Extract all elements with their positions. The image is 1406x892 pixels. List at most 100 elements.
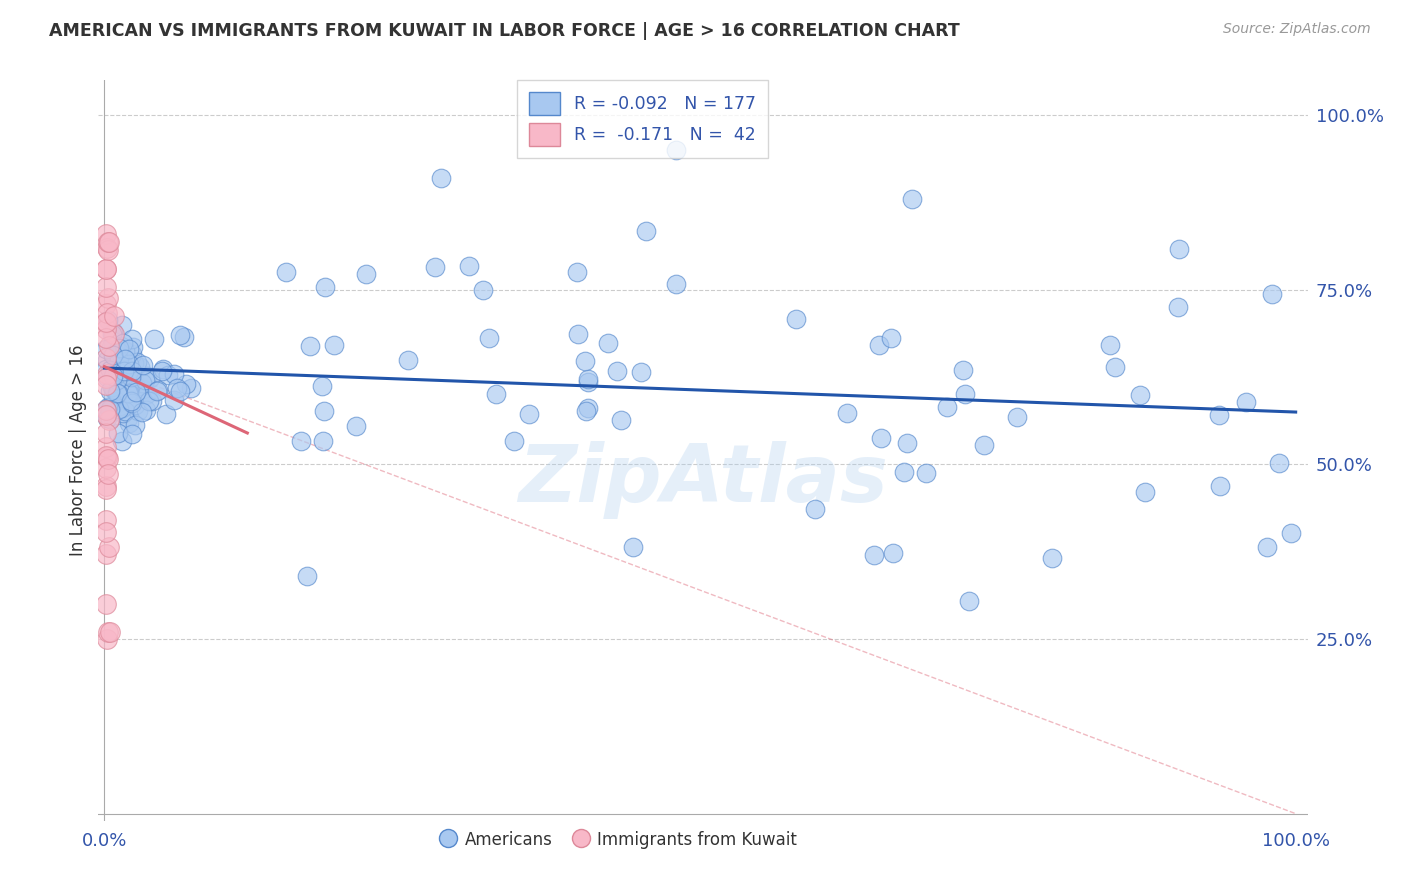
Point (896, 436, 918, 450)
Point (936, 400, 959, 414)
Point (1129, 388, 1152, 402)
Point (104, 368, 127, 382)
Point (96, 306, 118, 320)
Point (108, 376, 131, 391)
Point (311, 379, 333, 393)
Point (96, 313, 118, 327)
Point (111, 318, 134, 332)
Point (132, 358, 155, 372)
Point (96, 450, 118, 464)
Point (576, 401, 599, 415)
Point (471, 284, 494, 298)
Point (98, 540, 121, 554)
Point (121, 393, 143, 408)
Point (94, 378, 117, 392)
Point (107, 401, 129, 416)
Point (94, 597, 117, 611)
Point (138, 394, 160, 409)
Point (101, 348, 124, 362)
Point (94, 322, 117, 336)
Point (485, 387, 508, 401)
Point (314, 279, 336, 293)
Point (97, 401, 120, 415)
Point (96, 632, 118, 646)
Text: ZipAtlas: ZipAtlas (517, 441, 889, 519)
Point (297, 568, 319, 582)
Point (869, 430, 891, 444)
Point (98, 402, 121, 417)
Point (804, 502, 827, 516)
Point (94, 450, 117, 464)
Point (124, 417, 146, 432)
Point (312, 404, 335, 418)
Point (94, 316, 117, 330)
Point (665, 143, 688, 157)
Point (118, 376, 141, 390)
Point (97, 467, 120, 481)
Point (953, 386, 976, 401)
Point (103, 310, 125, 324)
Point (136, 387, 159, 401)
Point (1208, 479, 1230, 493)
Point (575, 403, 598, 417)
Point (163, 368, 186, 382)
Point (354, 268, 377, 282)
Point (111, 406, 134, 420)
Point (94, 525, 117, 540)
Point (94, 403, 117, 417)
Point (118, 357, 141, 371)
Point (576, 371, 599, 385)
Point (901, 192, 924, 206)
Point (100, 326, 122, 341)
Point (97, 243, 120, 257)
Point (120, 371, 142, 385)
Point (94, 261, 117, 276)
Point (1234, 394, 1257, 409)
Point (107, 341, 129, 355)
Point (125, 385, 148, 400)
Point (97, 625, 120, 640)
Point (574, 354, 596, 368)
Point (1042, 551, 1064, 566)
Point (118, 395, 141, 409)
Point (503, 434, 526, 448)
Point (94, 440, 117, 454)
Point (882, 546, 904, 560)
Point (322, 337, 344, 351)
Point (100, 340, 122, 354)
Point (862, 549, 884, 563)
Point (290, 434, 312, 449)
Point (136, 369, 159, 384)
Point (98, 384, 121, 398)
Point (915, 467, 938, 481)
Point (127, 354, 149, 368)
Point (94, 408, 117, 422)
Point (477, 331, 499, 345)
Point (98, 412, 121, 426)
Point (114, 343, 136, 358)
Point (111, 350, 134, 364)
Point (118, 365, 141, 379)
Point (146, 384, 169, 398)
Point (103, 347, 125, 361)
Point (785, 311, 807, 326)
Point (423, 260, 446, 274)
Point (100, 401, 122, 415)
Point (121, 427, 143, 442)
Point (634, 224, 657, 238)
Point (124, 398, 146, 412)
Point (97, 235, 120, 249)
Point (94, 547, 117, 561)
Point (94, 479, 117, 493)
Point (174, 376, 197, 391)
Point (105, 373, 128, 387)
Point (134, 388, 156, 402)
Point (893, 465, 915, 479)
Point (1104, 359, 1126, 374)
Point (94, 261, 117, 276)
Point (98, 625, 121, 640)
Point (1261, 286, 1284, 301)
Point (114, 404, 136, 418)
Point (96, 411, 118, 425)
Point (107, 385, 129, 400)
